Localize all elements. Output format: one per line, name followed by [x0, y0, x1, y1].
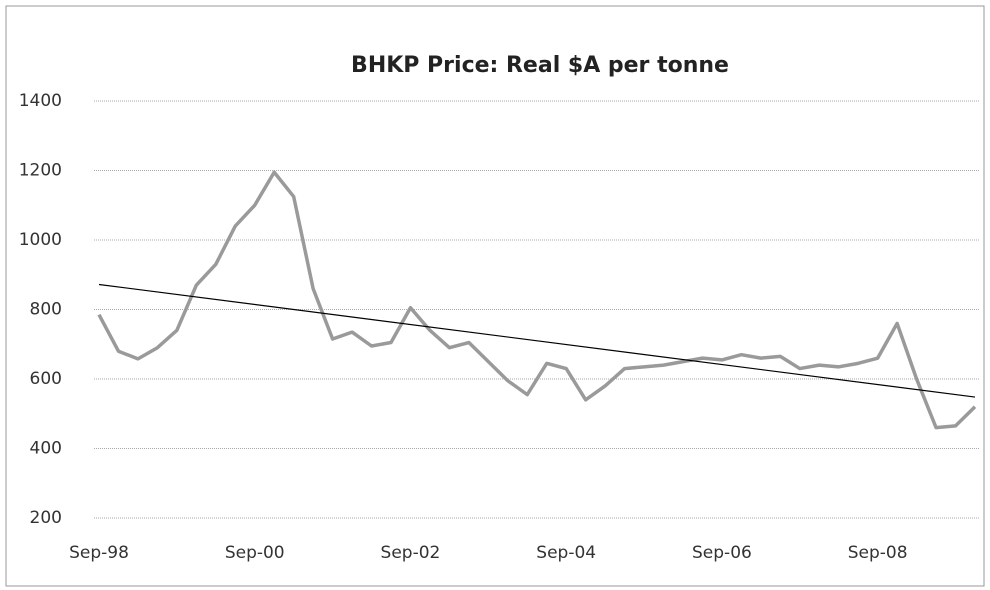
x-tick-label: Sep-08 [848, 543, 908, 563]
x-tick-label: Sep-06 [692, 543, 752, 563]
chart-frame [5, 5, 985, 587]
y-tick-label: 1000 [19, 230, 62, 250]
x-tick-label: Sep-02 [381, 543, 441, 563]
y-tick-label: 200 [30, 508, 62, 528]
x-tick-label: Sep-04 [536, 543, 596, 563]
trend-line [98, 283, 976, 398]
x-tick-label: Sep-00 [225, 543, 285, 563]
y-tick-label: 400 [30, 439, 62, 459]
y-tick-label: 600 [30, 369, 62, 389]
y-tick-label: 800 [30, 300, 62, 320]
price-line [97, 170, 977, 430]
y-tick-label: 1200 [19, 161, 62, 181]
y-tick-label: 1400 [19, 91, 62, 111]
chart-title: BHKP Price: Real $A per tonne [351, 53, 729, 78]
x-tick-label: Sep-98 [69, 543, 129, 563]
